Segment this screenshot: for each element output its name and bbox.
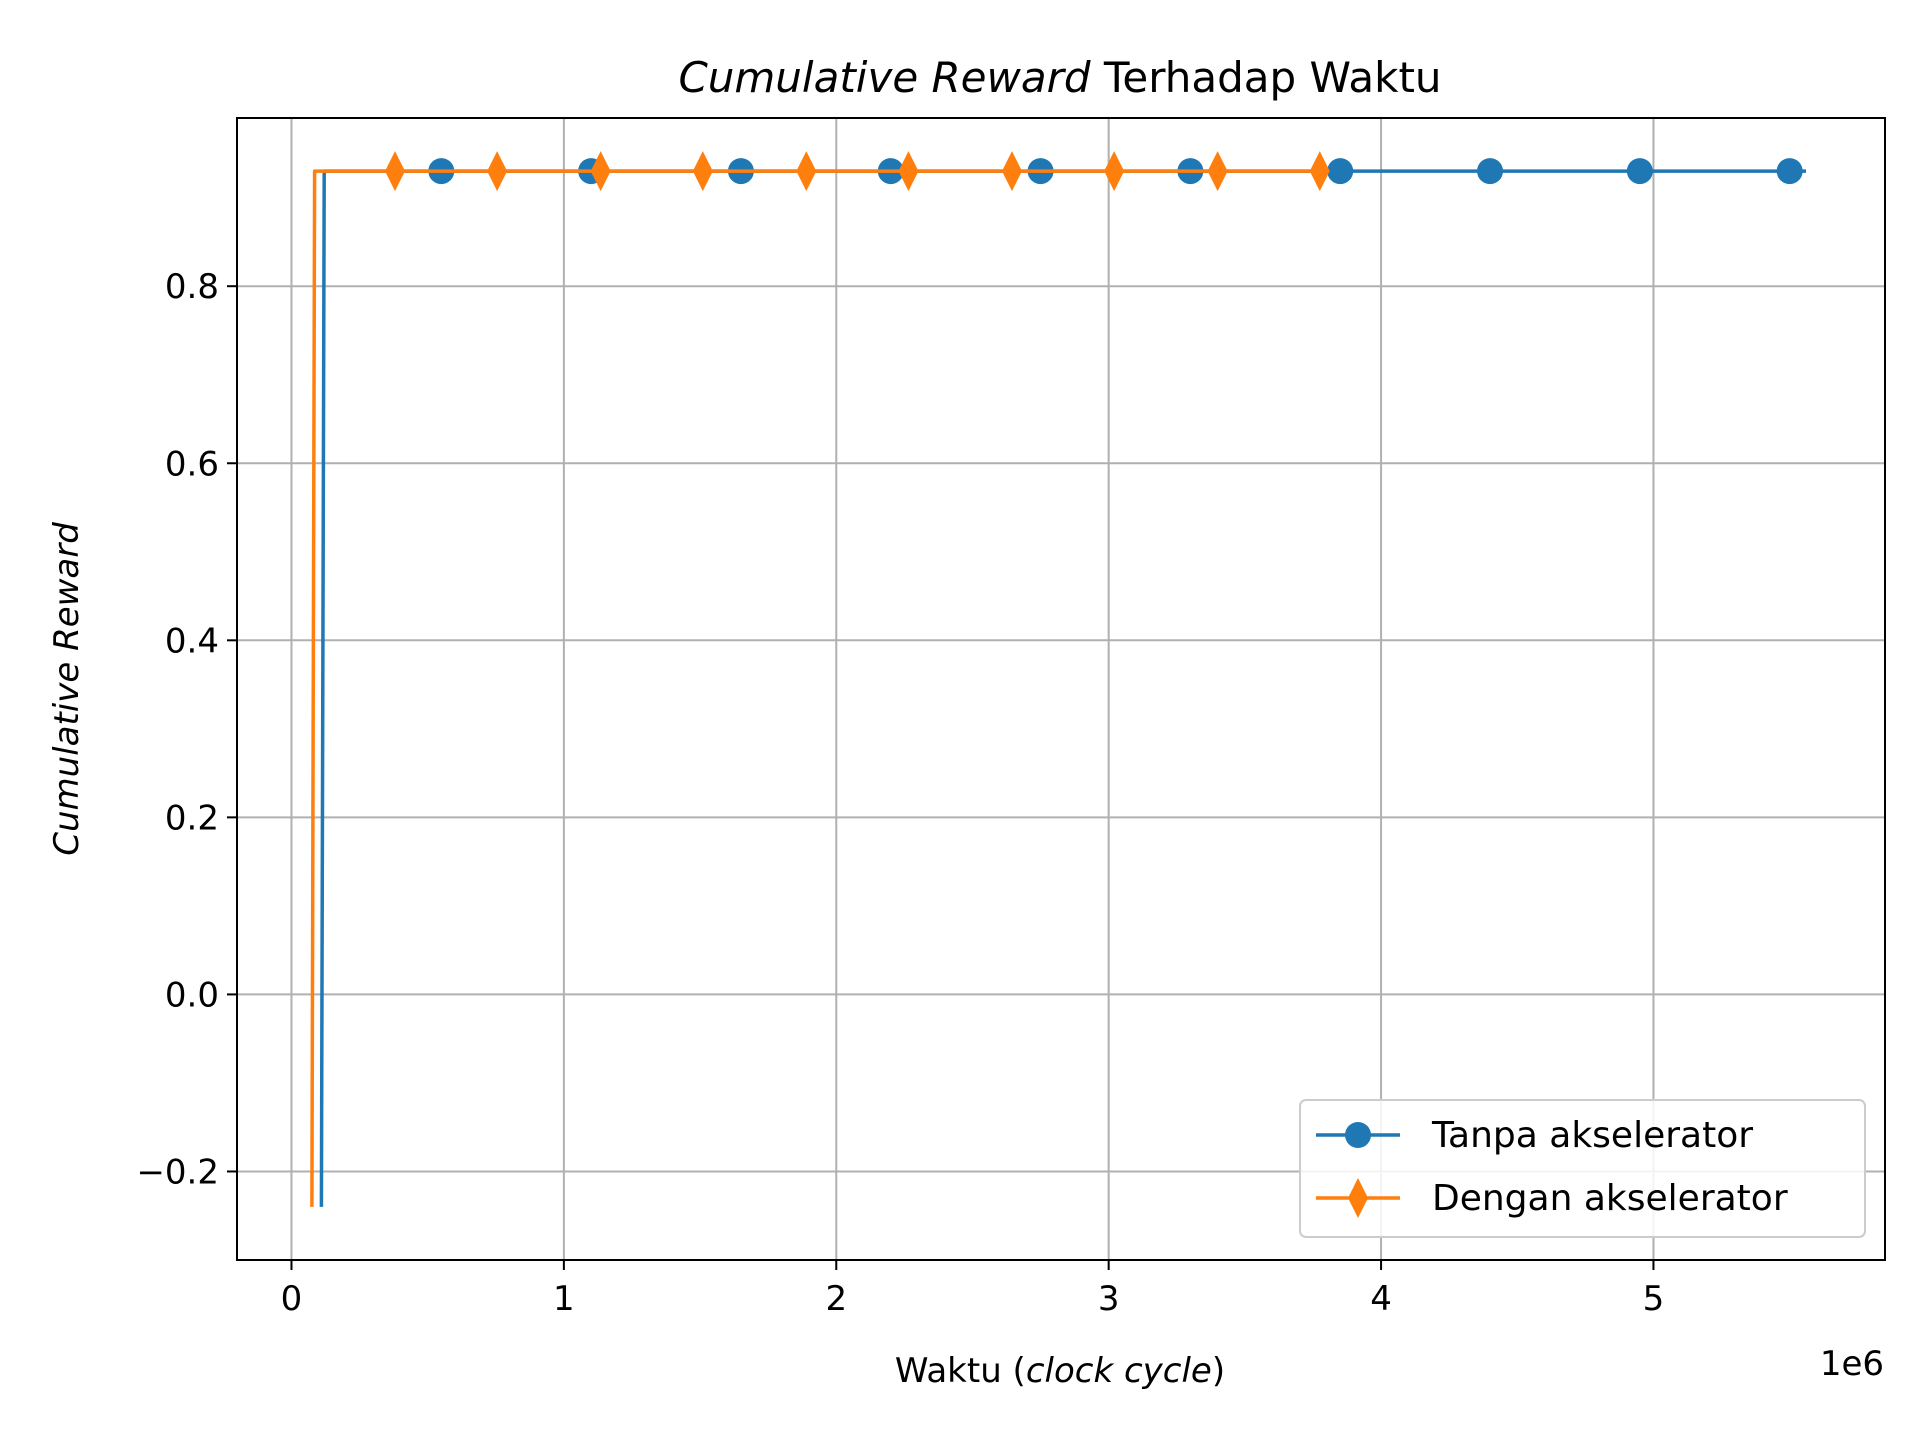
data-point: [1001, 151, 1022, 192]
x-tick-label: 5: [1643, 1279, 1665, 1319]
data-point: [1207, 151, 1228, 192]
series-line: [310, 169, 1324, 1207]
y-axis-label: Cumulative Reward: [47, 522, 87, 856]
data-point: [1327, 158, 1354, 185]
axes-frame: [236, 117, 1886, 1261]
x-axis-label-suffix: ): [1212, 1351, 1225, 1391]
y-tick-label: 0.0: [165, 975, 219, 1015]
data-point: [384, 151, 405, 192]
data-point: [1776, 158, 1803, 185]
x-axis-label-prefix: Waktu (: [895, 1351, 1026, 1391]
x-axis-label-italic: clock cycle: [1026, 1351, 1212, 1391]
y-tick-label: −0.2: [136, 1152, 219, 1192]
y-tick-label: 0.2: [165, 798, 219, 838]
legend-label-tanpa: Tanpa akselerator: [1431, 1115, 1753, 1156]
legend-box: [1299, 1099, 1866, 1238]
y-tick-label: 0.4: [165, 621, 219, 661]
x-tick-label: 0: [281, 1279, 303, 1319]
y-tick-label: 0.8: [165, 267, 219, 307]
y-tick-label: 0.6: [165, 444, 219, 484]
x-tick-label: 2: [825, 1279, 847, 1319]
data-point: [1309, 151, 1330, 192]
data-point: [1104, 151, 1125, 192]
data-point: [487, 151, 508, 192]
series-layer: [310, 151, 1806, 1207]
x-tick-label: 1: [553, 1279, 575, 1319]
chart-title-rest: Terhadap Waktu: [1091, 53, 1442, 102]
chart-title-italic: Cumulative Reward: [678, 53, 1090, 102]
series-1: [310, 151, 1330, 1207]
legend: Tanpa akselerator Dengan akselerator: [1299, 1099, 1866, 1238]
data-point: [590, 151, 611, 192]
legend-marker-dengan: [1348, 1178, 1368, 1218]
grid: [237, 118, 1885, 1260]
data-point: [1477, 158, 1504, 185]
x-tick-label: 3: [1098, 1279, 1120, 1319]
data-point: [796, 151, 817, 192]
x-axis-label: Waktu (clock cycle): [895, 1351, 1225, 1391]
legend-label-dengan: Dengan akselerator: [1432, 1178, 1788, 1219]
x-tick-label: 4: [1370, 1279, 1392, 1319]
chart-title: Cumulative Reward Terhadap Waktu: [678, 53, 1441, 102]
ticks: 0 1 2 3 4 5 −0.2 0.0 0.2 0.4 0.6 0.8: [136, 267, 1664, 1319]
x-axis-scale-label: 1e6: [1820, 1344, 1884, 1384]
data-point: [1626, 158, 1653, 185]
plot-area: [237, 118, 1885, 1260]
data-point: [692, 151, 713, 192]
data-point: [898, 151, 919, 192]
legend-marker-tanpa: [1345, 1122, 1371, 1148]
